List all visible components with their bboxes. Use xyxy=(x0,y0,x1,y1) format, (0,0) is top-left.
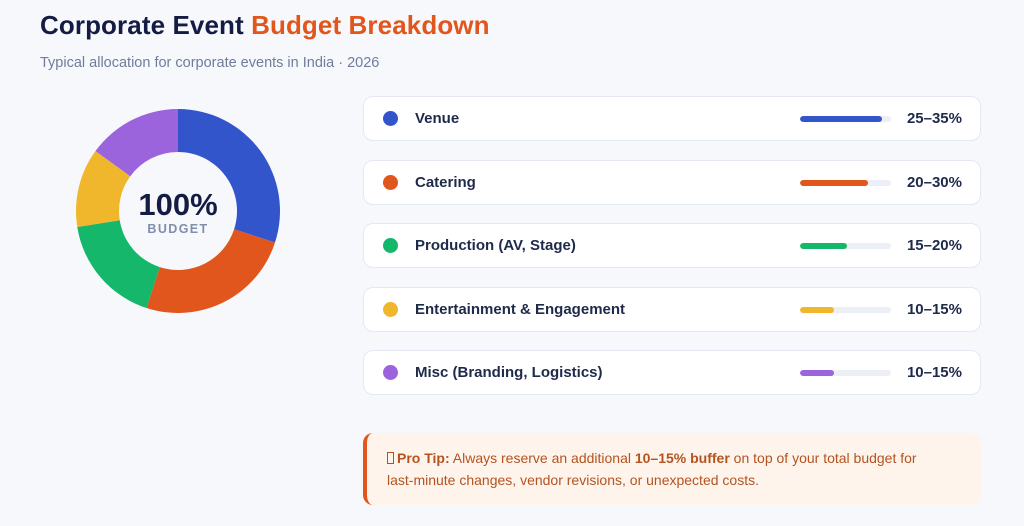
lightbulb-icon xyxy=(387,452,394,464)
category-row: Production (AV, Stage) 15–20% xyxy=(363,223,981,268)
category-bar-fill xyxy=(800,179,869,186)
pro-tip-highlight: 10–15% buffer xyxy=(634,450,730,466)
title-accent: Budget Breakdown xyxy=(251,10,490,40)
category-color-dot xyxy=(383,111,398,126)
category-range: 10–15% xyxy=(906,300,962,318)
category-row: Entertainment & Engagement 10–15% xyxy=(363,286,981,332)
pro-tip-text-before: Always reserve an additional xyxy=(449,450,635,466)
category-color-dot xyxy=(383,238,398,253)
donut-slice xyxy=(77,220,160,309)
category-row: Misc (Branding, Logistics) 10–15% xyxy=(363,350,981,395)
pro-tip-callout: Pro Tip: Always reserve an additional 10… xyxy=(363,433,981,505)
header: Corporate Event Budget Breakdown Typical… xyxy=(40,10,490,71)
category-bar-track xyxy=(800,370,891,376)
category-range: 10–15% xyxy=(906,364,962,381)
category-range: 25–35% xyxy=(906,110,962,127)
page-title: Corporate Event Budget Breakdown xyxy=(40,10,490,41)
category-color-dot xyxy=(383,174,398,190)
donut-slice xyxy=(76,151,131,227)
donut-chart: 100% BUDGET xyxy=(75,108,281,314)
category-bar-fill xyxy=(800,243,848,249)
donut-chart-svg: 100% BUDGET xyxy=(76,109,280,313)
pro-tip-text-after: on top of your total budget for last-min… xyxy=(387,450,917,488)
donut-slice xyxy=(146,229,276,313)
category-range: 20–30% xyxy=(906,173,962,191)
title-main: Corporate Event xyxy=(40,10,244,40)
category-bar-track xyxy=(800,179,891,186)
pro-tip-label: Pro Tip: xyxy=(397,450,450,466)
category-bar-fill xyxy=(800,306,834,313)
category-bar-track xyxy=(800,306,891,313)
donut-center-value: 100% xyxy=(138,187,217,222)
donut-center-label: BUDGET xyxy=(147,222,208,236)
budget-category-list: Venue 25–35% Catering 20–30% Production (AV,… xyxy=(363,96,981,414)
page-subtitle: Typical allocation for corporate events … xyxy=(40,55,380,71)
category-color-dot xyxy=(383,301,398,317)
category-label: Production (AV, Stage) xyxy=(415,237,576,254)
category-range: 15–20% xyxy=(906,237,962,254)
category-bar-fill xyxy=(800,116,882,122)
category-label: Catering xyxy=(415,173,476,191)
category-color-dot xyxy=(383,365,398,380)
donut-slice xyxy=(178,109,280,243)
category-label: Misc (Branding, Logistics) xyxy=(415,364,603,381)
category-row: Venue 25–35% xyxy=(363,96,981,141)
category-bar-track xyxy=(800,116,891,122)
category-label: Entertainment & Engagement xyxy=(415,300,626,318)
category-bar-fill xyxy=(800,370,834,376)
category-row: Catering 20–30% xyxy=(363,159,981,205)
category-bar-track xyxy=(800,243,891,249)
category-label: Venue xyxy=(415,110,460,127)
donut-slice xyxy=(95,109,178,177)
